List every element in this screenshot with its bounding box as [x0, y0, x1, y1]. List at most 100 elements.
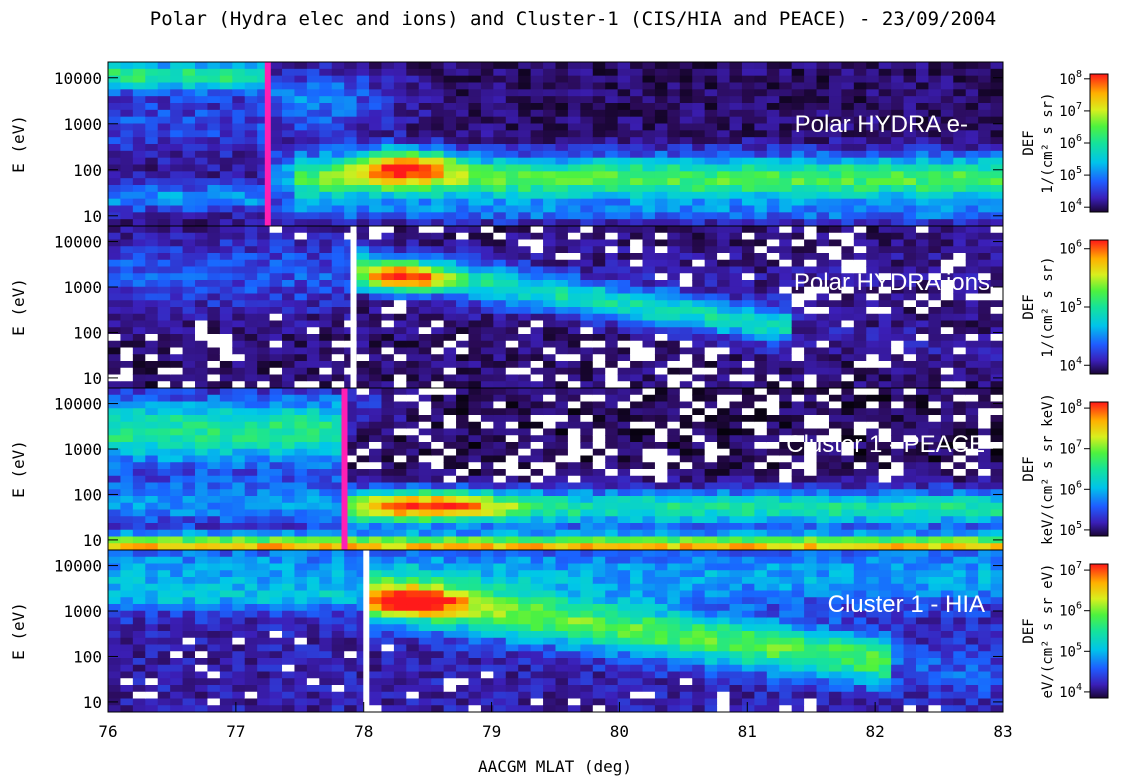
heatmap-cell [331, 482, 345, 490]
heatmap-cell [530, 205, 544, 213]
heatmap-cell [344, 103, 358, 111]
heatmap-cell [219, 374, 233, 382]
heatmap-cell [120, 164, 134, 172]
heatmap-cell [804, 347, 818, 355]
heatmap-cell [692, 455, 706, 463]
heatmap-cell [717, 475, 731, 484]
heatmap-cell [543, 259, 557, 268]
heatmap-cell [530, 150, 544, 159]
heatmap-cell [853, 68, 867, 77]
heatmap-cell [170, 401, 184, 409]
heatmap-cell [555, 82, 569, 90]
heatmap-cell [679, 280, 693, 288]
heatmap-cell [617, 313, 631, 322]
heatmap-cell [667, 327, 681, 335]
heatmap-cell [729, 123, 743, 131]
heatmap-cell [356, 198, 370, 207]
heatmap-cell [592, 157, 606, 166]
heatmap-cell [779, 109, 793, 118]
heatmap-cell [120, 334, 134, 342]
heatmap-cell [878, 75, 892, 84]
heatmap-cell [990, 109, 1003, 118]
heatmap-cell [841, 82, 855, 90]
heatmap-cell [990, 137, 1003, 145]
heatmap-cell [530, 327, 544, 335]
heatmap-cell [393, 144, 407, 152]
heatmap-cell [456, 455, 470, 463]
heatmap-cell [145, 171, 159, 179]
heatmap-cell [120, 273, 134, 281]
heatmap-cell [443, 394, 457, 403]
heatmap-cell [195, 536, 209, 544]
heatmap-cell [369, 394, 383, 403]
heatmap-cell [816, 137, 830, 145]
heatmap-cell [468, 130, 482, 138]
heatmap-cell [257, 178, 271, 186]
heatmap-cell [381, 259, 395, 268]
heatmap-cell [866, 374, 880, 382]
heatmap-cell [754, 307, 768, 315]
heatmap-cell [269, 178, 283, 186]
heatmap-cell [754, 157, 768, 166]
heatmap-cell [294, 253, 308, 261]
heatmap-cell [132, 509, 146, 517]
heatmap-cell [132, 482, 146, 490]
heatmap-cell [717, 327, 731, 335]
heatmap-cell [505, 421, 519, 430]
heatmap-cell [654, 246, 668, 254]
heatmap-cell [381, 246, 395, 254]
heatmap-cell [866, 361, 880, 369]
heatmap-cell [406, 523, 420, 531]
heatmap-cell [456, 123, 470, 131]
heatmap-cell [853, 381, 867, 388]
heatmap-cell [543, 96, 557, 104]
heatmap-cell [642, 219, 656, 226]
heatmap-cell [555, 543, 569, 550]
heatmap-cell [306, 374, 320, 382]
heatmap-cell [741, 212, 755, 220]
heatmap-cell [145, 489, 159, 497]
heatmap-cell [642, 103, 656, 111]
heatmap-cell [953, 239, 967, 247]
heatmap-cell [319, 293, 333, 301]
heatmap-cell [915, 381, 930, 388]
heatmap-cell [369, 198, 383, 207]
heatmap-cell [282, 448, 296, 457]
heatmap-cell [505, 293, 519, 301]
heatmap-cell [393, 239, 407, 247]
heatmap-cell [381, 89, 395, 97]
heatmap-cell [505, 536, 519, 544]
heatmap-cell [654, 75, 668, 84]
heatmap-cell [282, 354, 296, 362]
heatmap-cell [306, 212, 320, 220]
heatmap-cell [207, 354, 221, 362]
heatmap-cell [468, 226, 482, 234]
heatmap-cell [244, 109, 258, 118]
heatmap-cell [480, 103, 494, 111]
heatmap-cell [108, 205, 122, 213]
heatmap-cell [418, 327, 432, 335]
heatmap-cell [344, 185, 358, 193]
heatmap-cell [555, 354, 569, 362]
heatmap-cell [356, 502, 370, 511]
heatmap-cell [704, 157, 718, 166]
heatmap-cell [543, 516, 557, 524]
heatmap-cell [729, 374, 743, 382]
heatmap-cell [853, 347, 867, 355]
heatmap-cell [617, 219, 631, 226]
heatmap-cell [145, 68, 159, 77]
heatmap-cell [915, 164, 930, 172]
heatmap-cell [866, 171, 880, 179]
heatmap-cell [182, 198, 196, 207]
heatmap-cell [244, 96, 258, 104]
heatmap-cell [878, 462, 892, 470]
heatmap-cell [356, 226, 370, 234]
heatmap-cell [456, 496, 470, 504]
heatmap-cell [219, 347, 233, 355]
heatmap-cell [480, 273, 494, 281]
heatmap-cell [418, 489, 432, 497]
heatmap-cell [592, 516, 606, 524]
heatmap-cell [828, 543, 842, 550]
heatmap-cell [381, 130, 395, 138]
heatmap-cell [866, 123, 880, 131]
